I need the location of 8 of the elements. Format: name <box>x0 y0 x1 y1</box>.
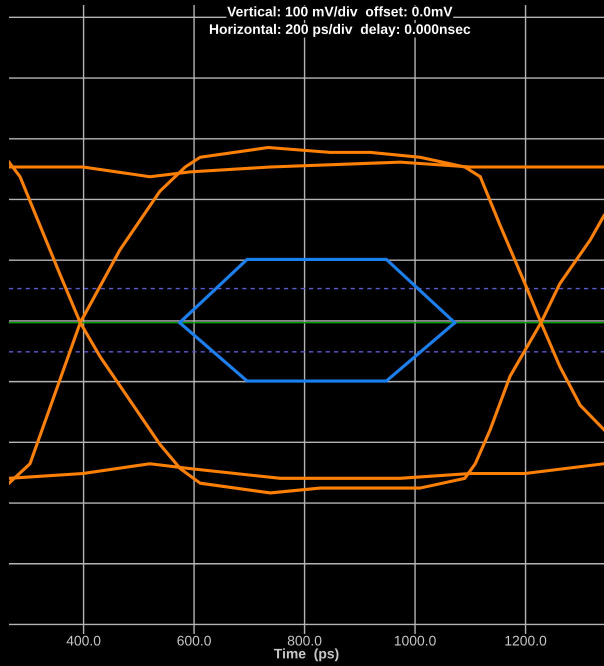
x-tick-label: 1000.0 <box>394 636 436 646</box>
chart-title: Vertical: 100 mV/div offset: 0.0mV <box>227 6 452 17</box>
x-tick-label: 800.0 <box>288 636 322 646</box>
x-axis-title: Time (ps) <box>274 648 338 662</box>
x-tick-label: 1200.0 <box>505 636 546 646</box>
x-tick-label: 400.0 <box>66 636 100 646</box>
x-tick-label: 600.0 <box>177 636 211 646</box>
chart-subtitle: Horizontal: 200 ps/div delay: 0.000nsec <box>210 24 470 37</box>
